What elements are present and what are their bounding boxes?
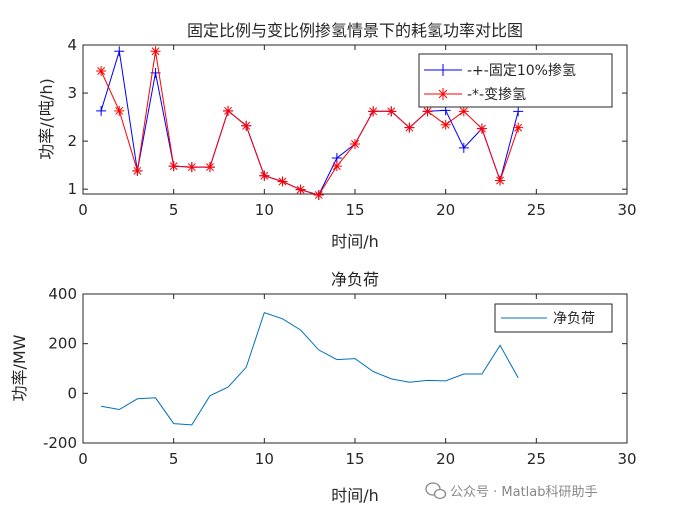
data-point (476, 123, 487, 134)
x-tick-label: 20 (436, 201, 455, 219)
data-point (223, 105, 234, 116)
wechat-icon (425, 482, 447, 500)
watermark-text: 公众号 · Matlab科研助手 (450, 485, 598, 500)
x-ticks: 0 5 10 15 20 25 30 (78, 45, 637, 219)
data-point (350, 139, 360, 150)
chart-title: 净负荷 (331, 270, 379, 289)
data-point (386, 106, 397, 117)
x-tick-label: 5 (169, 201, 179, 219)
y-axis-label: 功率/MW (10, 334, 29, 401)
x-tick-label: 30 (617, 450, 636, 468)
y-tick-label: 3 (67, 84, 77, 102)
data-point (440, 119, 451, 130)
data-point (404, 122, 415, 133)
x-axis-label: 时间/h (331, 486, 379, 505)
data-point (422, 106, 433, 117)
data-point (331, 161, 342, 172)
x-tick-label: 20 (436, 450, 455, 468)
chart-title: 固定比例与变比例掺氢情景下的耗氢功率对比图 (187, 21, 523, 40)
series-group (101, 311, 519, 426)
x-ticks: 0 5 10 15 20 25 30 (78, 294, 637, 468)
data-point (96, 105, 107, 116)
watermark: 公众号 · Matlab科研助手 (425, 482, 598, 500)
x-axis-label: 时间/h (331, 232, 379, 251)
x-tick-label: 0 (78, 201, 88, 219)
data-point (277, 176, 288, 187)
y-axis-label: 功率/(吨/h) (37, 78, 56, 159)
data-point (150, 46, 161, 57)
x-tick-label: 15 (345, 201, 364, 219)
legend-box (418, 53, 613, 108)
legend-label-net-load: 净负荷 (553, 311, 595, 327)
x-tick-label: 10 (255, 201, 274, 219)
data-point (186, 162, 197, 173)
y-ticks: -200 0 200 400 (43, 285, 627, 452)
data-point (458, 106, 469, 117)
data-point (96, 65, 107, 76)
data-point (295, 184, 306, 195)
data-point (495, 175, 506, 186)
x-tick-label: 25 (527, 450, 546, 468)
data-point (168, 161, 179, 172)
legend-label-fixed: -+-固定10%掺氢 (467, 62, 576, 79)
data-point (513, 122, 524, 133)
y-ticks: 1 2 3 4 (67, 36, 627, 198)
x-tick-label: 0 (78, 450, 88, 468)
x-tick-label: 5 (169, 450, 179, 468)
data-point (368, 106, 379, 117)
series-line-1 (100, 51, 519, 196)
legend: -+-固定10%掺氢 -*-变掺氢 (418, 53, 613, 108)
data-point (114, 105, 125, 116)
series-group (96, 46, 524, 200)
data-point (114, 46, 125, 57)
data-point (259, 170, 270, 181)
legend-marker-plus (437, 64, 449, 76)
x-tick-label: 10 (255, 450, 274, 468)
data-point (132, 165, 143, 176)
x-tick-label: 25 (527, 201, 546, 219)
data-point (204, 162, 215, 173)
y-tick-label: -200 (43, 434, 77, 452)
x-tick-label: 30 (617, 201, 636, 219)
x-tick-label: 15 (345, 450, 364, 468)
data-point (513, 106, 524, 117)
y-tick-label: 200 (48, 335, 77, 353)
legend: 净负荷 (494, 303, 613, 333)
legend-label-variable: -*-变掺氢 (467, 86, 526, 103)
y-tick-label: 4 (67, 36, 77, 54)
data-point (241, 120, 252, 131)
y-tick-label: 2 (67, 132, 77, 150)
data-point (458, 142, 469, 153)
y-tick-label: 400 (48, 285, 77, 303)
y-tick-label: 0 (67, 384, 77, 402)
data-point (313, 189, 324, 200)
y-tick-label: 1 (67, 180, 77, 198)
series-line-0 (101, 311, 519, 426)
legend-marker-star (437, 88, 449, 100)
